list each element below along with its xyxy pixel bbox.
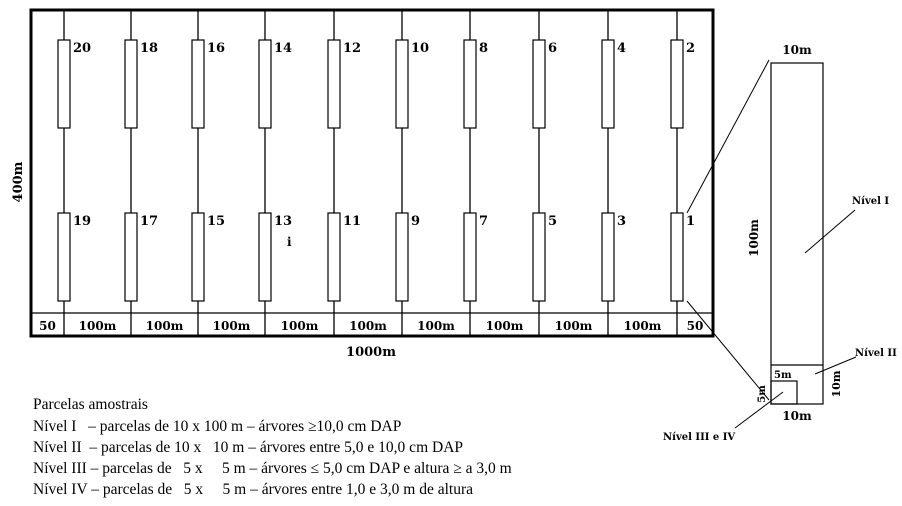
detail-small-square: [770, 380, 798, 405]
sample-plot-bottom: [670, 212, 684, 302]
plot-number-top: 20: [73, 41, 91, 56]
plot-number-bottom: 11: [343, 214, 361, 229]
plot-number-bottom: 5: [548, 214, 557, 229]
nivel-ii-pointer: [814, 356, 857, 375]
spacing-label: 100m: [624, 319, 662, 333]
sample-plot-top: [124, 39, 138, 129]
detail-plot-outline: [770, 62, 824, 405]
plot-numbers: 20 19 18 17 16 15 14 13 12 11 10 9 8 7 6 5 4 3 2 1: [73, 41, 695, 229]
stray-mark: i: [287, 235, 292, 249]
plot-number-top: 10: [411, 41, 429, 56]
detail-leader-top: [686, 59, 770, 214]
plot-number-top: 16: [207, 41, 225, 56]
spacing-label: 50: [687, 319, 704, 333]
nivel-iii-iv-label: Nível III e IV: [663, 432, 735, 443]
spacing-label: 100m: [555, 319, 593, 333]
sample-plot-bottom: [57, 212, 71, 302]
detail-length-label: 100m: [747, 219, 761, 257]
nivel-i-label: Nível I: [852, 196, 889, 207]
sample-plot-top: [395, 39, 409, 129]
legend-line-nivel-ii: Nível II – parcelas de 10 x 10 m – árvor…: [33, 439, 463, 456]
spacing-label: 100m: [281, 319, 319, 333]
sample-plot-top: [327, 39, 341, 129]
spacing-label: 100m: [79, 319, 117, 333]
field-height-label: 400m: [11, 161, 26, 202]
sample-plot-bottom: [327, 212, 341, 302]
plots: [57, 39, 684, 302]
plot-number-top: 6: [548, 41, 557, 56]
plot-number-bottom: 3: [617, 214, 626, 229]
sample-plot-bottom: [191, 212, 205, 302]
sample-plot-top: [258, 39, 272, 129]
field-outline: [29, 8, 715, 338]
spacing-label: 100m: [417, 319, 455, 333]
nivel-ii-label: Nível II: [855, 348, 897, 359]
legend-title: Parcelas amostrais: [33, 396, 148, 413]
plot-number-bottom: 1: [686, 214, 695, 229]
plot-number-bottom: 13: [274, 214, 292, 229]
legend-line-nivel-i: Nível I – parcelas de 10 x 100 m – árvor…: [33, 418, 401, 435]
sample-plot-bottom: [395, 212, 409, 302]
spacing-label: 100m: [349, 319, 387, 333]
plot-number-top: 2: [686, 41, 695, 56]
sample-plot-top: [57, 39, 71, 129]
sample-plot-bottom: [258, 212, 272, 302]
detail-small-square-label: 5m: [774, 370, 792, 381]
spacing-label: 100m: [146, 319, 184, 333]
legend-line-nivel-iii: Nível III – parcelas de 5 x 5 m – árvore…: [33, 460, 512, 477]
detail-leader-bottom: [686, 300, 770, 401]
plot-number-bottom: 17: [140, 214, 158, 229]
sample-plot-top: [191, 39, 205, 129]
plot-number-top: 12: [343, 41, 361, 56]
plot-number-bottom: 19: [73, 214, 91, 229]
sample-plot-bottom: [601, 212, 615, 302]
legend-line-nivel-iv: Nível IV – parcelas de 5 x 5 m – árvores…: [33, 481, 473, 498]
plot-number-top: 4: [617, 41, 626, 56]
field-width-label: 1000m: [346, 345, 396, 360]
plot-number-bottom: 15: [207, 214, 225, 229]
plot-number-top: 8: [479, 41, 488, 56]
spacing-label: 100m: [213, 319, 251, 333]
detail-small-side-label: 5m: [757, 385, 768, 403]
plot-number-bottom: 9: [411, 214, 420, 229]
sample-plot-bottom: [532, 212, 546, 302]
sample-plot-top: [670, 39, 684, 129]
sample-plot-top: [532, 39, 546, 129]
detail-sub-width-label: 10m: [782, 409, 812, 423]
transects: [63, 10, 678, 336]
plot-number-bottom: 7: [479, 214, 488, 229]
sample-plot-bottom: [124, 212, 138, 302]
spacing-label: 50: [39, 319, 56, 333]
spacing-labels: 50 100m 100m 100m 100m 100m 100m 100m 100m 100m 50: [39, 319, 703, 333]
detail-top-width-label: 10m: [782, 43, 812, 57]
nivel-iii-iv-pointer: [734, 391, 784, 429]
sample-plot-top: [601, 39, 615, 129]
sample-plot-bottom: [463, 212, 477, 302]
nivel-i-pointer: [804, 209, 856, 254]
plot-number-top: 14: [274, 41, 292, 56]
spacing-label: 100m: [486, 319, 524, 333]
sample-plot-top: [463, 39, 477, 129]
plot-number-top: 18: [140, 41, 158, 56]
detail-sub-height-label: 10m: [830, 370, 843, 397]
